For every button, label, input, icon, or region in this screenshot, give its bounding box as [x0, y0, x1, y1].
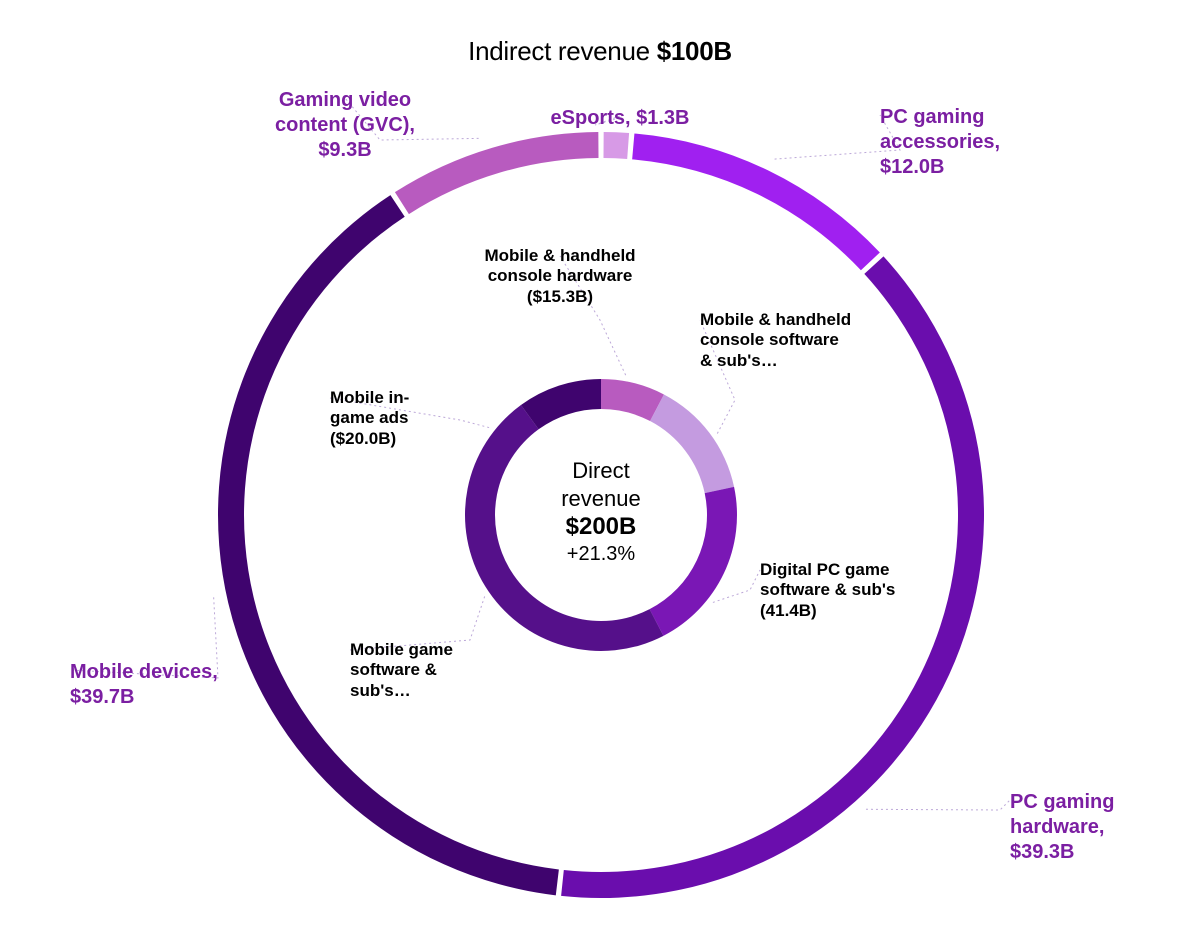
outer-ring-slice-0 [603, 132, 629, 159]
outer-label-4: Gaming video content (GVC), $9.3B [230, 88, 460, 163]
inner-label-3: Mobile game software & sub's… [350, 640, 550, 701]
title-amount: $100B [657, 36, 732, 66]
outer-leader-2 [866, 800, 1010, 810]
center-line3: $200B [521, 512, 681, 542]
inner-label-4: Mobile in- game ads ($20.0B) [330, 388, 510, 449]
outer-label-3: Mobile devices, $39.7B [70, 660, 280, 710]
center-line4: +21.3% [521, 542, 681, 567]
outer-label-1: PC gaming accessories, $12.0B [880, 105, 1100, 180]
center-line2: revenue [521, 485, 681, 513]
inner-label-0: Mobile & handheld console hardware ($15.… [430, 246, 690, 307]
direct-revenue-center-label: Direct revenue $200B +21.3% [521, 457, 681, 567]
title-prefix: Indirect revenue [468, 36, 657, 66]
inner-label-2: Digital PC game software & sub's (41.4B) [760, 560, 990, 621]
chart-stage: { "title_prefix": "Indirect revenue ", "… [0, 0, 1200, 934]
indirect-revenue-title: Indirect revenue $100B [0, 36, 1200, 67]
outer-label-0: eSports, $1.3B [520, 106, 720, 131]
inner-label-1: Mobile & handheld console software & sub… [700, 310, 960, 371]
outer-label-2: PC gaming hardware, $39.3B [1010, 790, 1200, 865]
center-line1: Direct [521, 457, 681, 485]
